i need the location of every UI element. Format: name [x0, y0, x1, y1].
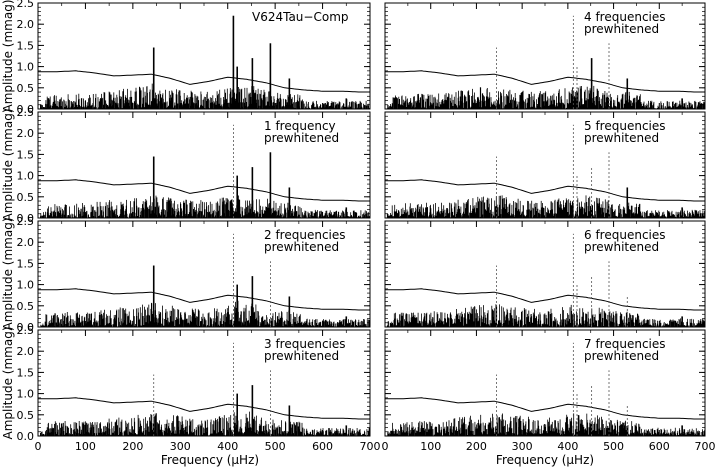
y-tick-label: 2.5 [17, 106, 35, 119]
x-tick-label: 200 [122, 440, 143, 453]
x-tick-label: 300 [170, 440, 191, 453]
y-axis-label: Amplitude (mmag) [1, 326, 15, 439]
y-tick-label: 0.5 [17, 300, 35, 313]
x-tick-label: 700 [360, 440, 381, 453]
x-tick-label: 500 [603, 440, 624, 453]
y-tick-label: 2.5 [17, 324, 35, 337]
y-tick-label: 1.5 [17, 257, 35, 270]
x-tick-label: 400 [557, 440, 578, 453]
panel-label: 6 frequencies [584, 228, 666, 242]
noise-spectrum [40, 186, 371, 218]
panel-label: prewhitened [264, 349, 339, 363]
x-tick-label: 500 [265, 440, 286, 453]
x-tick-label: 200 [466, 440, 487, 453]
y-tick-label: 1.5 [17, 366, 35, 379]
y-tick-label: 2.5 [17, 215, 35, 228]
x-tick-label: 100 [75, 440, 96, 453]
y-tick-label: 1.0 [17, 61, 35, 74]
noise-envelope-line [38, 179, 370, 202]
panel-label: 1 frequency [264, 119, 336, 133]
panel-label: prewhitened [264, 131, 339, 145]
noise-envelope-line [38, 397, 370, 420]
y-tick-label: 2.0 [17, 236, 35, 249]
panel-label: prewhitened [584, 131, 659, 145]
panel-label: prewhitened [584, 240, 659, 254]
panel-label: 7 frequencies [584, 337, 666, 351]
x-tick-label: 600 [312, 440, 333, 453]
noise-envelope-line [38, 288, 370, 311]
noise-spectrum [40, 300, 371, 327]
y-tick-label: 2.5 [17, 0, 35, 10]
x-tick-label: 0 [382, 440, 389, 453]
panel-8: 0 100 200 300 400 500 600 700 7 frequenciesprewh… [382, 329, 716, 453]
y-tick-label: 2.0 [17, 345, 35, 358]
x-tick-label: 700 [695, 440, 716, 453]
noise-envelope-line [38, 70, 370, 93]
y-tick-label: 0.0 [17, 212, 35, 225]
noise-envelope-line [385, 70, 705, 93]
y-tick-label: 2.0 [17, 127, 35, 140]
panel-4: 0.0 0.5 1.0 1.5 2.0 2.5 0 100 200 300 400 500 600 700… [1, 324, 381, 453]
x-tick-label: 600 [649, 440, 670, 453]
noise-spectrum [40, 80, 371, 109]
y-tick-label: 1.0 [17, 279, 35, 292]
y-axis-label: Amplitude (mmag) [1, 108, 15, 221]
panel-label: prewhitened [584, 22, 659, 36]
panel-label: 3 frequencies [264, 337, 346, 351]
panel-label: prewhitened [264, 240, 339, 254]
panel-label: prewhitened [584, 349, 659, 363]
y-axis-label: Amplitude (mmag) [1, 0, 15, 113]
noise-spectrum [387, 413, 706, 436]
panel-label: 2 frequencies [264, 228, 346, 242]
noise-spectrum [386, 195, 706, 218]
x-axis-label-right: Frequency (μHz) [496, 453, 594, 467]
y-tick-label: 1.0 [17, 170, 35, 183]
noise-spectrum [386, 83, 706, 109]
y-tick-label: 0.0 [17, 430, 35, 443]
x-tick-label: 100 [420, 440, 441, 453]
y-tick-label: 0.5 [17, 409, 35, 422]
y-tick-label: 0.5 [17, 191, 35, 204]
y-tick-label: 0.0 [17, 103, 35, 116]
panel-label: V624Tau−Comp [252, 10, 349, 24]
panel-label: 5 frequencies [584, 119, 666, 133]
y-tick-label: 1.5 [17, 148, 35, 161]
x-tick-label: 300 [512, 440, 533, 453]
panel-label: 4 frequencies [584, 10, 666, 24]
y-tick-label: 0.0 [17, 321, 35, 334]
noise-spectrum [40, 411, 371, 436]
noise-spectrum [386, 304, 706, 327]
noise-envelope-line [385, 179, 705, 202]
y-tick-label: 2.0 [17, 18, 35, 31]
y-axis-label: Amplitude (mmag) [1, 217, 15, 330]
x-tick-label: 400 [217, 440, 238, 453]
noise-envelope-line [385, 288, 705, 311]
x-axis-label-left: Frequency (μHz) [161, 453, 259, 467]
x-tick-label: 0 [35, 440, 42, 453]
y-tick-label: 0.5 [17, 82, 35, 95]
y-tick-label: 1.0 [17, 388, 35, 401]
y-tick-label: 1.5 [17, 39, 35, 52]
noise-envelope-line [385, 397, 705, 420]
